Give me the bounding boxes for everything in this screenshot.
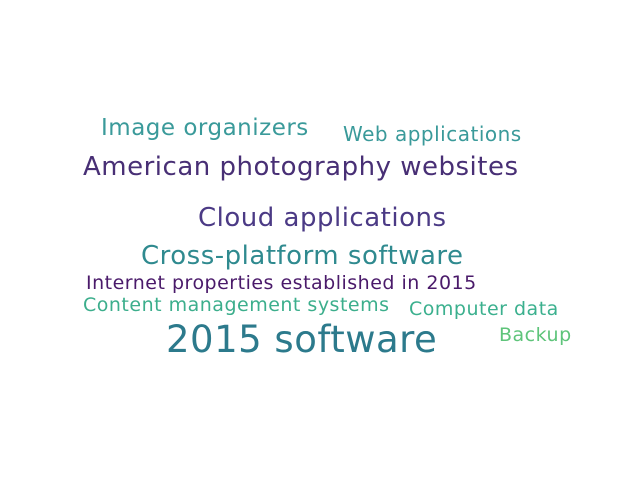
word-backup: Backup [499,324,572,346]
word-cloud-applications: Cloud applications [198,203,447,233]
word-internet-properties-2015: Internet properties established in 2015 [86,272,477,294]
word-cross-platform-software: Cross-platform software [141,241,464,271]
word-computer-data: Computer data [409,298,559,320]
word-american-photography-websites: American photography websites [83,152,519,182]
word-web-applications: Web applications [343,122,522,146]
word-content-management-systems: Content management systems [83,294,390,316]
word-image-organizers: Image organizers [101,115,309,141]
word-2015-software: 2015 software [166,318,438,361]
